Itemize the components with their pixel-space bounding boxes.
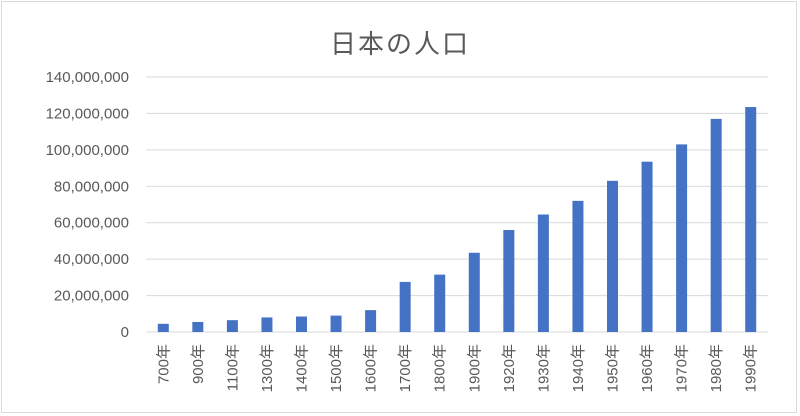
x-tick-label: 1800年 <box>432 344 449 392</box>
x-tick-label: 1950年 <box>605 344 622 392</box>
bar-1700年 <box>399 281 411 332</box>
bar-1800年 <box>434 274 446 332</box>
bar-1400年 <box>296 316 307 332</box>
x-tick-label: 1900年 <box>466 344 483 392</box>
bar-1970年 <box>676 144 688 332</box>
x-tick-label: 1970年 <box>674 344 691 392</box>
bar-1990年 <box>745 107 757 332</box>
y-tick-label: 120,000,000 <box>46 105 129 122</box>
x-tick-label: 1990年 <box>743 344 760 392</box>
bar-1920年 <box>503 230 515 332</box>
y-tick-label: 60,000,000 <box>54 215 129 232</box>
bar-1980年 <box>710 118 722 333</box>
x-tick-label: 1500年 <box>328 344 345 392</box>
bar-700年 <box>157 323 169 332</box>
x-tick-label: 900年 <box>190 344 207 384</box>
bar-1500年 <box>330 315 342 332</box>
chart-title: 日本の人口 <box>329 30 470 60</box>
x-tick-label: 1930年 <box>535 344 552 392</box>
x-tick-label: 1600年 <box>363 344 380 392</box>
bar-1100年 <box>226 320 238 332</box>
bar-1900年 <box>468 252 480 332</box>
bar-1950年 <box>607 180 618 332</box>
x-tick-label: 1980年 <box>708 344 725 392</box>
x-tick-label: 1700年 <box>397 344 414 392</box>
bar-1960年 <box>641 161 653 332</box>
y-tick-label: 80,000,000 <box>54 178 129 195</box>
bar-1940年 <box>572 200 584 332</box>
x-tick-label: 1300年 <box>259 344 276 392</box>
x-tick-label: 700年 <box>155 344 172 384</box>
x-tick-label: 1400年 <box>294 344 311 392</box>
bar-1300年 <box>261 317 273 332</box>
x-tick-label: 1940年 <box>570 344 587 392</box>
x-tick-label: 1100年 <box>224 344 241 391</box>
bar-1930年 <box>537 214 549 332</box>
y-tick-label: 40,000,000 <box>54 251 129 268</box>
y-tick-label: 140,000,000 <box>46 69 129 86</box>
x-tick-label: 1960年 <box>639 344 656 392</box>
y-tick-label: 100,000,000 <box>46 142 129 159</box>
bar-900年 <box>192 321 204 332</box>
x-tick-label: 1920年 <box>501 344 518 392</box>
bar-1600年 <box>365 310 377 332</box>
y-tick-label: 20,000,000 <box>54 288 129 305</box>
y-tick-label: 0 <box>121 324 129 341</box>
